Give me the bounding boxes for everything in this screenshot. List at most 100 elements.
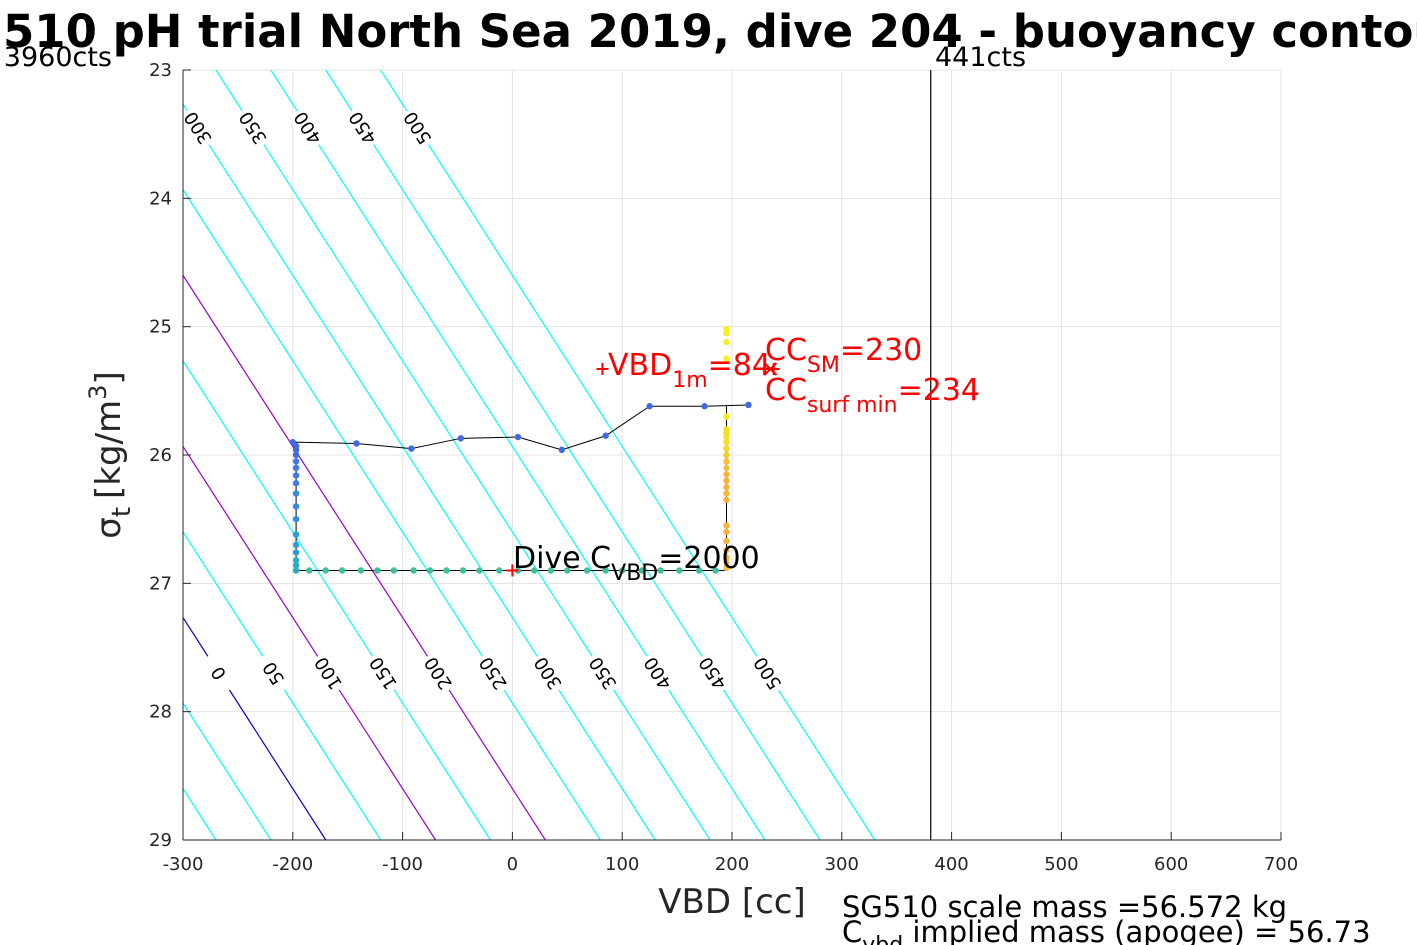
data-point bbox=[292, 562, 300, 569]
contour-label-bg bbox=[419, 651, 457, 695]
contour-line bbox=[380, 70, 876, 840]
data-point bbox=[723, 522, 730, 529]
annotation-vbd-1m: VBD1m=84 bbox=[608, 348, 771, 393]
data-point bbox=[292, 480, 300, 487]
contour-lines bbox=[0, 70, 876, 840]
contour-line bbox=[183, 616, 327, 840]
dive-cvbd-marker bbox=[506, 564, 519, 577]
contour-label-bg bbox=[365, 651, 402, 695]
data-point bbox=[459, 567, 467, 574]
data-point bbox=[292, 458, 300, 465]
contour-label-bg bbox=[694, 651, 732, 695]
vbd-1m-marker bbox=[596, 363, 609, 376]
contour-label-bg bbox=[289, 106, 327, 150]
data-point bbox=[723, 490, 730, 497]
contour-line bbox=[183, 530, 382, 840]
x-tick-label: -300 bbox=[163, 854, 204, 875]
contour-label-bg bbox=[179, 106, 217, 150]
data-point bbox=[723, 355, 730, 362]
contour-line bbox=[0, 70, 51, 840]
contour-label-bg bbox=[200, 651, 238, 695]
data-point bbox=[426, 567, 434, 574]
data-point bbox=[408, 445, 415, 452]
data-point bbox=[723, 483, 730, 491]
x-tick-label: 100 bbox=[605, 854, 639, 875]
axes bbox=[182, 69, 1282, 841]
right-count-label: 441cts bbox=[935, 42, 1026, 73]
left-count-label: 3960cts bbox=[4, 42, 112, 73]
data-point bbox=[723, 496, 730, 504]
data-point bbox=[723, 445, 730, 452]
data-point bbox=[322, 567, 329, 574]
data-point bbox=[723, 564, 730, 572]
data-point bbox=[723, 338, 730, 346]
data-point bbox=[558, 446, 566, 454]
contour-line bbox=[183, 103, 656, 840]
data-point bbox=[476, 567, 483, 574]
data-point bbox=[292, 549, 300, 556]
contour-line bbox=[0, 70, 161, 840]
contour-line bbox=[325, 70, 821, 840]
contour-line bbox=[183, 359, 491, 840]
data-point bbox=[712, 567, 719, 574]
data-point bbox=[695, 567, 703, 574]
data-point bbox=[723, 554, 730, 561]
data-point bbox=[723, 426, 730, 433]
x-tick-label: -100 bbox=[382, 854, 423, 875]
data-point bbox=[564, 567, 571, 574]
contour-label-bg bbox=[234, 106, 272, 150]
contour-label-bg bbox=[310, 651, 347, 695]
data-point bbox=[292, 451, 300, 459]
x-tick-label: 0 bbox=[507, 854, 518, 875]
data-point bbox=[723, 413, 730, 420]
data-point bbox=[646, 403, 653, 410]
y-tick-label: 26 bbox=[149, 445, 172, 466]
data-point bbox=[723, 471, 730, 478]
data-point bbox=[583, 567, 591, 574]
data-point bbox=[514, 433, 522, 441]
contour-label-bg bbox=[639, 651, 677, 695]
contour-line bbox=[215, 70, 711, 840]
y-axis-label: σt[kg/m3] bbox=[84, 371, 137, 538]
annotation-cc-sm: CCSM=230 bbox=[765, 333, 922, 378]
data-point bbox=[701, 403, 708, 410]
data-point bbox=[292, 490, 300, 497]
footer-scale-mass: SG510 scale mass =56.572 kg bbox=[842, 890, 1287, 924]
data-point bbox=[292, 446, 300, 454]
cc-surf-min-marker bbox=[767, 363, 780, 376]
data-point bbox=[292, 557, 300, 564]
y-tick-label: 27 bbox=[149, 573, 172, 594]
data-point bbox=[410, 567, 417, 574]
data-point bbox=[531, 567, 538, 574]
data-point bbox=[723, 559, 730, 566]
data-point bbox=[723, 451, 730, 459]
data-point bbox=[292, 503, 300, 510]
x-tick-label: 400 bbox=[934, 854, 968, 875]
contour-label-bg bbox=[474, 651, 512, 695]
data-point bbox=[292, 472, 300, 479]
data-point bbox=[292, 464, 300, 472]
data-point bbox=[638, 567, 646, 574]
y-tick-label: 28 bbox=[149, 702, 172, 723]
x-tick-label: -200 bbox=[272, 854, 313, 875]
y-tick-label: 23 bbox=[149, 60, 172, 81]
dive-trace-line bbox=[292, 404, 749, 451]
data-point bbox=[292, 567, 300, 574]
y-tick-label: 29 bbox=[149, 830, 172, 851]
data-point bbox=[292, 531, 300, 538]
y-tick-label: 25 bbox=[149, 317, 172, 338]
data-point bbox=[602, 432, 609, 439]
data-point bbox=[723, 546, 730, 554]
contour-label-bg bbox=[399, 106, 437, 150]
data-point bbox=[306, 567, 313, 574]
data-point bbox=[339, 567, 346, 574]
contour-label-bg bbox=[529, 651, 567, 695]
x-tick-label: 700 bbox=[1264, 854, 1298, 875]
data-point bbox=[357, 567, 365, 574]
data-point bbox=[619, 567, 626, 574]
data-point bbox=[292, 541, 300, 549]
contour-label-bg bbox=[344, 106, 382, 150]
contour-label-bg bbox=[255, 651, 292, 695]
